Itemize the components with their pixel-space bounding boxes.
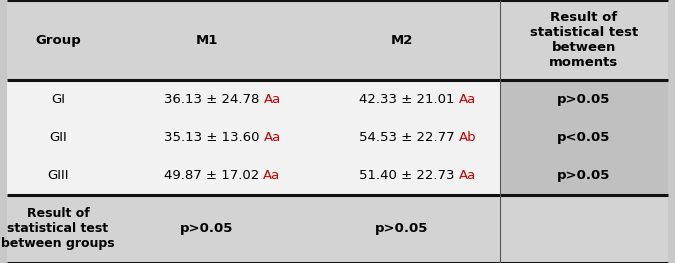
Text: GIII: GIII — [47, 169, 69, 182]
Bar — [304, 156, 500, 195]
Text: 42.33 ± 21.01: 42.33 ± 21.01 — [359, 93, 458, 106]
Text: Aa: Aa — [263, 93, 281, 106]
Bar — [304, 118, 500, 156]
Text: 36.13 ± 24.78: 36.13 ± 24.78 — [164, 93, 263, 106]
Bar — [109, 80, 304, 118]
Bar — [7, 195, 109, 263]
Text: Aa: Aa — [458, 169, 476, 182]
Text: M1: M1 — [196, 34, 218, 47]
Text: Aa: Aa — [263, 169, 281, 182]
Bar — [500, 156, 668, 195]
Bar — [500, 195, 668, 263]
Bar — [304, 0, 500, 80]
Bar — [109, 0, 304, 80]
Bar — [7, 156, 109, 195]
Bar — [7, 118, 109, 156]
Text: GI: GI — [51, 93, 65, 106]
Text: 54.53 ± 22.77: 54.53 ± 22.77 — [359, 131, 459, 144]
Bar — [304, 80, 500, 118]
Text: p>0.05: p>0.05 — [558, 93, 611, 106]
Text: p>0.05: p>0.05 — [558, 169, 611, 182]
Text: Ab: Ab — [459, 131, 477, 144]
Text: 51.40 ± 22.73: 51.40 ± 22.73 — [359, 169, 458, 182]
Text: M2: M2 — [391, 34, 413, 47]
Text: 35.13 ± 13.60: 35.13 ± 13.60 — [164, 131, 263, 144]
Text: Result of
statistical test
between groups: Result of statistical test between group… — [1, 207, 115, 250]
Text: Aa: Aa — [458, 93, 476, 106]
Text: Result of
statistical test
between
moments: Result of statistical test between momen… — [530, 11, 638, 69]
Text: Aa: Aa — [263, 131, 281, 144]
Bar — [109, 118, 304, 156]
Text: Group: Group — [35, 34, 81, 47]
Bar — [109, 195, 304, 263]
Bar — [109, 156, 304, 195]
Text: p<0.05: p<0.05 — [558, 131, 611, 144]
Text: GII: GII — [49, 131, 67, 144]
Text: 49.87 ± 17.02: 49.87 ± 17.02 — [164, 169, 263, 182]
Text: p>0.05: p>0.05 — [375, 222, 429, 235]
Bar — [500, 0, 668, 80]
Bar — [500, 80, 668, 118]
Bar — [500, 118, 668, 156]
Bar — [304, 195, 500, 263]
Bar — [7, 80, 109, 118]
Bar — [7, 0, 109, 80]
Text: p>0.05: p>0.05 — [180, 222, 234, 235]
